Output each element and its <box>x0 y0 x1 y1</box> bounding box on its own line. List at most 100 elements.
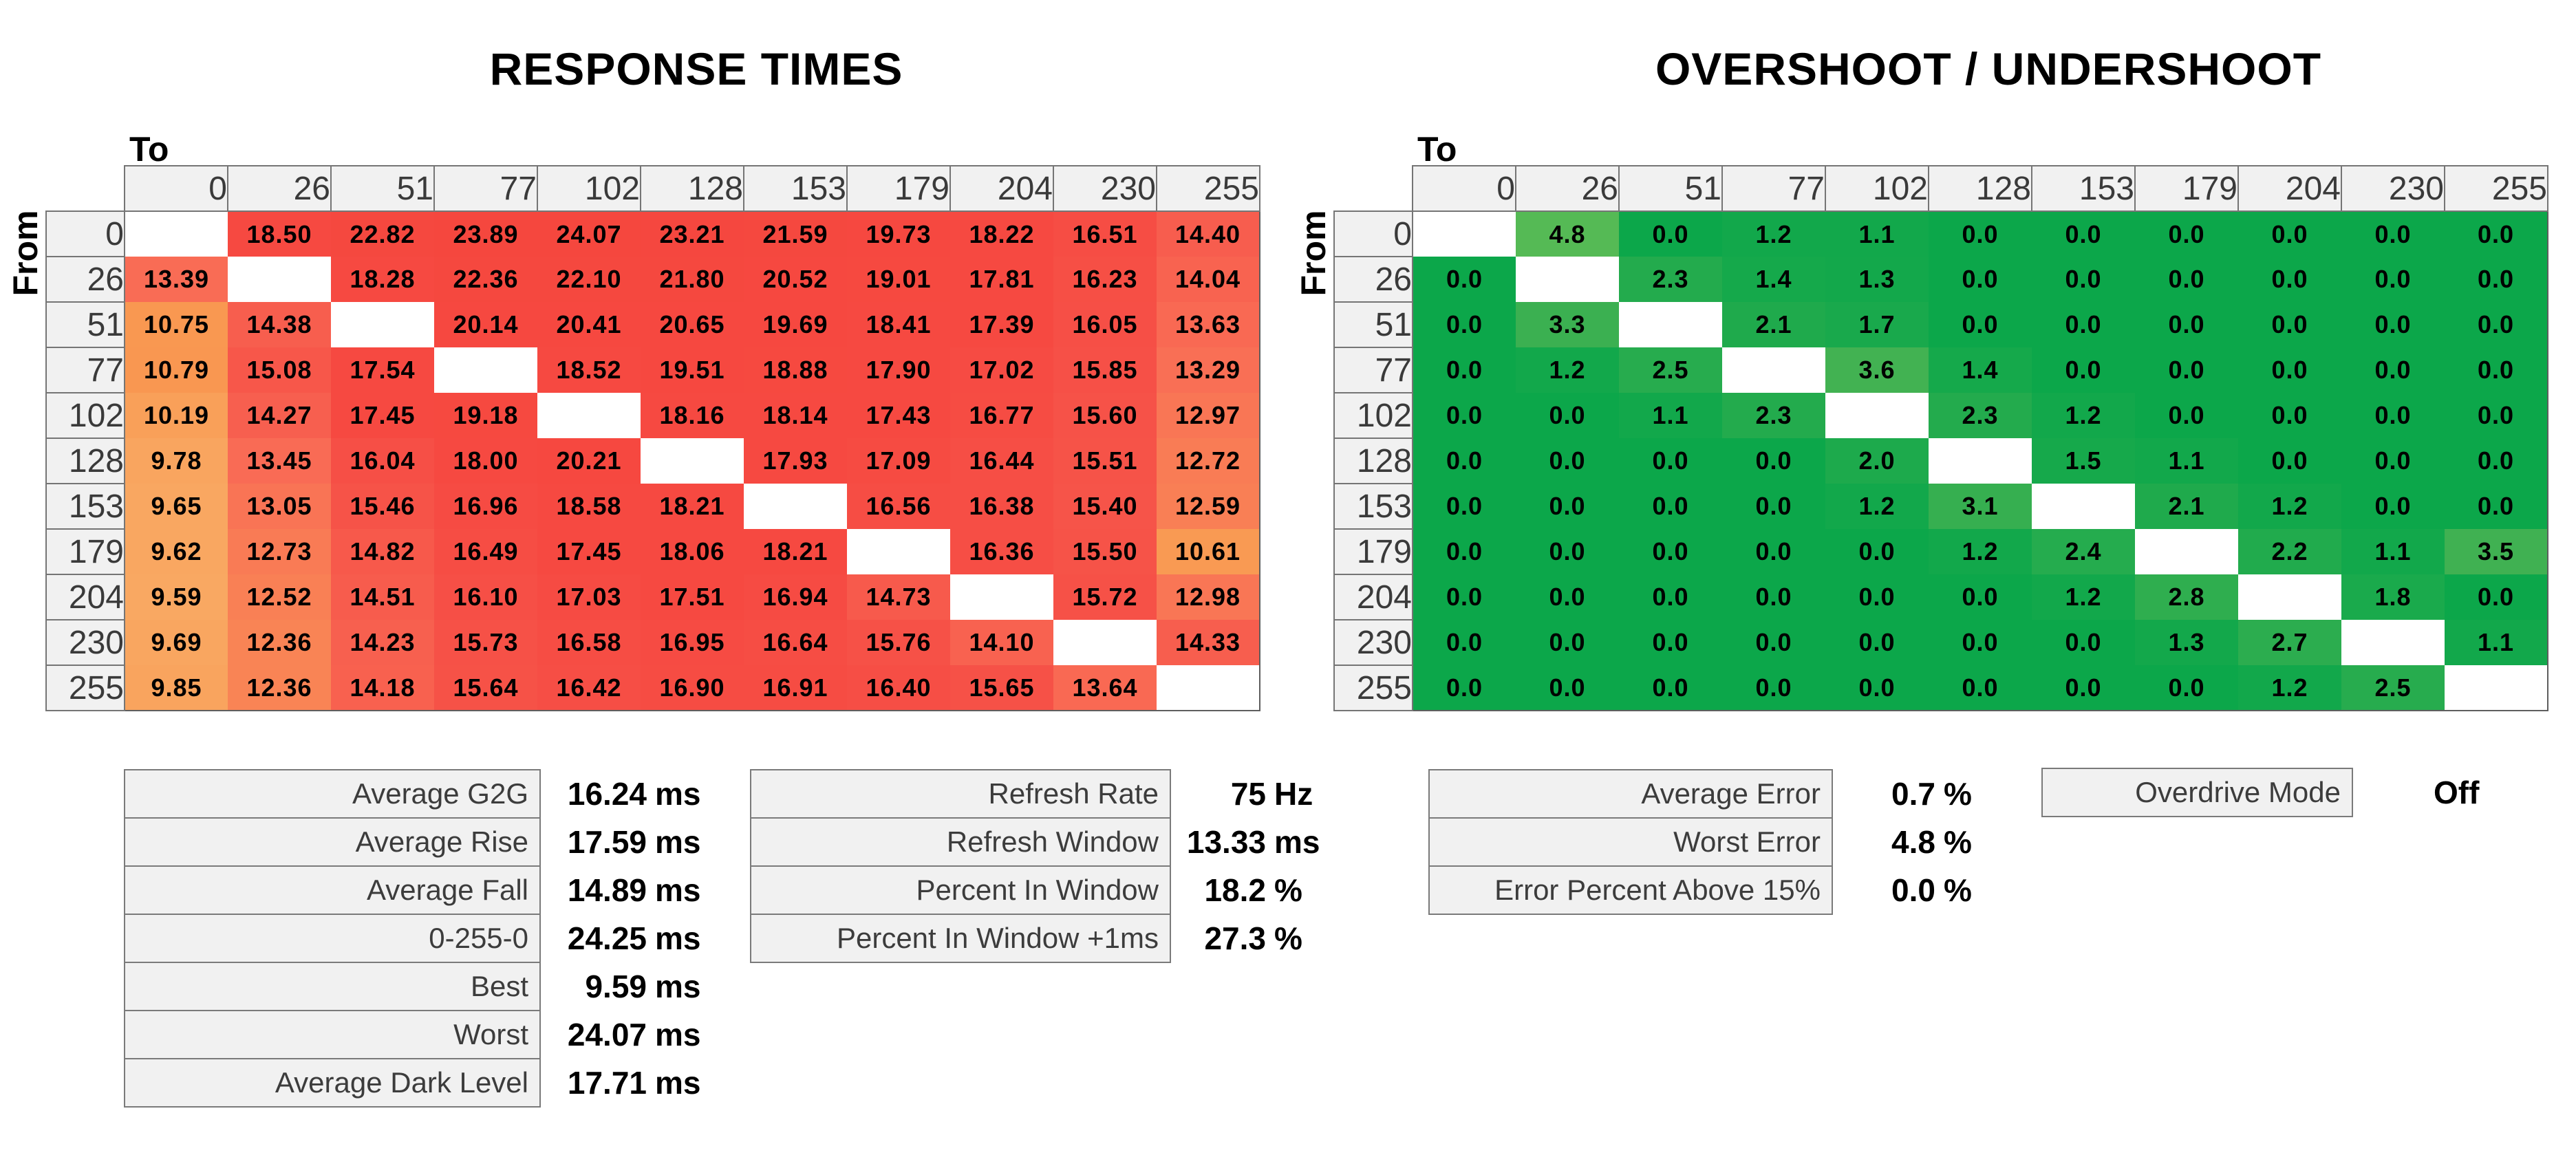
cell-128-179: 17.09 <box>847 438 950 484</box>
cell-153-26: 0.0 <box>1516 484 1619 529</box>
col-header-77: 77 <box>1721 165 1826 212</box>
stat-value: 24.07 ms <box>544 1010 701 1059</box>
cell-153-230: 0.0 <box>2341 484 2445 529</box>
stat-row: Refresh Window 13.33 ms <box>750 817 1320 867</box>
cell-51-0: 0.0 <box>1413 302 1516 347</box>
overdrive-mode-value: Off <box>2434 768 2479 817</box>
stat-value-number: 18.2 <box>1204 872 1266 908</box>
row-header-230: 230 <box>1333 619 1413 666</box>
stat-row: Best 9.59 ms <box>124 962 700 1011</box>
cell-102-204: 0.0 <box>2238 393 2341 438</box>
stat-value-unit: % <box>1944 776 1972 812</box>
col-header-26: 26 <box>227 165 332 212</box>
cell-51-77: 20.14 <box>434 302 537 347</box>
stat-label: 0-255-0 <box>124 914 541 963</box>
stat-row: Error Percent Above 15% 0.0% <box>1428 865 1972 915</box>
stat-value-unit: % <box>1274 920 1302 956</box>
cell-26-77: 1.4 <box>1722 257 1825 302</box>
stat-value-number: 14.89 <box>567 872 647 908</box>
cell-empty-128-128 <box>641 438 744 484</box>
cell-102-128: 18.16 <box>641 393 744 438</box>
cell-255-77: 0.0 <box>1722 665 1825 711</box>
cell-102-153: 18.14 <box>744 393 847 438</box>
stat-value-unit: ms <box>655 776 701 812</box>
cell-102-179: 17.43 <box>847 393 950 438</box>
cell-0-77: 1.2 <box>1722 211 1825 257</box>
cell-204-153: 1.2 <box>2032 574 2135 620</box>
cell-77-26: 15.08 <box>228 347 331 393</box>
stat-row: Average G2G 16.24 ms <box>124 769 700 819</box>
cell-0-26: 4.8 <box>1516 211 1619 257</box>
stat-value: 9.59 ms <box>544 962 700 1011</box>
cell-77-0: 10.79 <box>125 347 228 393</box>
cell-255-128: 0.0 <box>1929 665 2032 711</box>
cell-77-230: 15.85 <box>1053 347 1157 393</box>
cell-77-153: 0.0 <box>2032 347 2135 393</box>
cell-153-230: 15.40 <box>1053 484 1157 529</box>
cell-230-179: 15.76 <box>847 620 950 665</box>
cell-230-102: 16.58 <box>537 620 641 665</box>
cell-204-77: 0.0 <box>1722 574 1825 620</box>
stat-value-unit: ms <box>655 920 701 956</box>
cell-153-102: 18.58 <box>537 484 641 529</box>
cell-77-204: 0.0 <box>2238 347 2341 393</box>
cell-153-0: 0.0 <box>1413 484 1516 529</box>
cell-255-0: 9.85 <box>125 665 228 711</box>
row-header-0: 0 <box>1333 210 1413 257</box>
cell-26-0: 13.39 <box>125 257 228 302</box>
stat-row: Worst 24.07 ms <box>124 1010 700 1059</box>
cell-51-102: 20.41 <box>537 302 641 347</box>
col-header-102: 102 <box>1825 165 1929 212</box>
stat-value-number: 24.07 <box>567 1017 647 1052</box>
cell-26-204: 0.0 <box>2238 257 2341 302</box>
cell-77-255: 13.29 <box>1157 347 1260 393</box>
cell-102-255: 12.97 <box>1157 393 1260 438</box>
cell-204-230: 1.8 <box>2341 574 2445 620</box>
row-header-255: 255 <box>45 665 125 711</box>
cell-26-255: 0.0 <box>2445 257 2548 302</box>
cell-179-26: 12.73 <box>228 529 331 574</box>
cell-77-102: 18.52 <box>537 347 641 393</box>
stat-value: 17.59 ms <box>544 817 701 867</box>
col-header-255: 255 <box>1156 165 1260 212</box>
cell-77-102: 3.6 <box>1825 347 1929 393</box>
cell-204-0: 0.0 <box>1413 574 1516 620</box>
cell-empty-153-153 <box>744 484 847 529</box>
stat-label: Average Fall <box>124 865 541 915</box>
cell-153-255: 12.59 <box>1157 484 1260 529</box>
cell-26-153: 0.0 <box>2032 257 2135 302</box>
cell-230-0: 9.69 <box>125 620 228 665</box>
cell-179-204: 2.2 <box>2238 529 2341 574</box>
col-header-230: 230 <box>1053 165 1157 212</box>
cell-51-179: 0.0 <box>2135 302 2238 347</box>
cell-153-128: 18.21 <box>641 484 744 529</box>
cell-0-51: 22.82 <box>331 211 434 257</box>
cell-128-102: 2.0 <box>1825 438 1929 484</box>
cell-128-0: 0.0 <box>1413 438 1516 484</box>
cell-102-77: 19.18 <box>434 393 537 438</box>
cell-179-128: 18.06 <box>641 529 744 574</box>
cell-0-204: 18.22 <box>950 211 1053 257</box>
overdrive-mode-row: Overdrive Mode Off <box>2041 768 2479 817</box>
stat-row: Average Rise 17.59 ms <box>124 817 700 867</box>
cell-77-128: 1.4 <box>1929 347 2032 393</box>
cell-230-26: 12.36 <box>228 620 331 665</box>
cell-204-255: 0.0 <box>2445 574 2548 620</box>
cell-51-153: 19.69 <box>744 302 847 347</box>
cell-255-26: 12.36 <box>228 665 331 711</box>
cell-255-51: 0.0 <box>1619 665 1722 711</box>
cell-0-128: 0.0 <box>1929 211 2032 257</box>
cell-empty-102-102 <box>1825 393 1929 438</box>
cell-179-204: 16.36 <box>950 529 1053 574</box>
cell-255-102: 0.0 <box>1825 665 1929 711</box>
cell-51-255: 13.63 <box>1157 302 1260 347</box>
cell-204-102: 0.0 <box>1825 574 1929 620</box>
stat-value-unit: ms <box>655 824 701 860</box>
to-axis-label-left: To <box>129 130 169 169</box>
cell-102-204: 16.77 <box>950 393 1053 438</box>
col-header-230: 230 <box>2341 165 2445 212</box>
cell-179-26: 0.0 <box>1516 529 1619 574</box>
cell-153-77: 16.96 <box>434 484 537 529</box>
cell-51-26: 14.38 <box>228 302 331 347</box>
stat-value-number: 0.7 <box>1891 776 1935 812</box>
